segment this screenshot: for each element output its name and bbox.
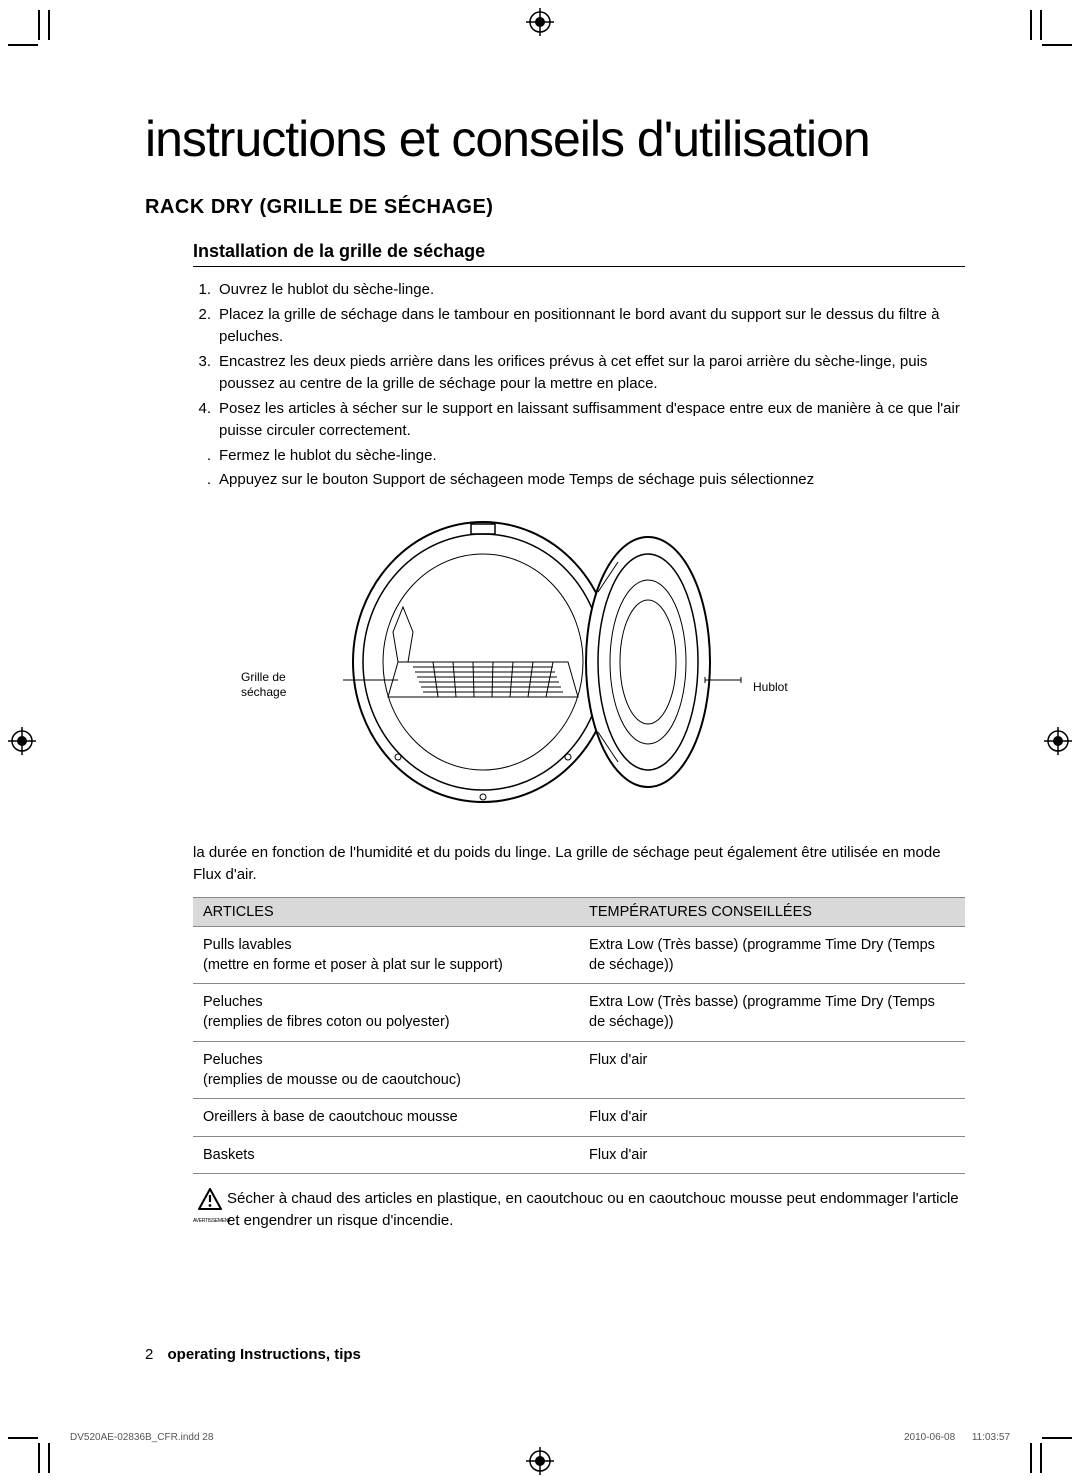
diagram-label-text: séchage <box>241 685 286 699</box>
crop-mark <box>1042 44 1072 46</box>
step-item: 4.Posez les articles à sécher sur le sup… <box>193 398 965 443</box>
step-text: Ouvrez le hublot du sèche-linge. <box>219 279 965 302</box>
table-row: Oreillers à base de caoutchouc mousseFlu… <box>193 1099 965 1136</box>
table-cell-article: Pulls lavables (mettre en forme et poser… <box>193 926 579 984</box>
step-text: Placez la grille de séchage dans le tamb… <box>219 304 965 349</box>
registration-mark-icon <box>1044 727 1072 755</box>
crop-mark <box>1040 1443 1042 1473</box>
print-slug-right: 2010-06-08 11:03:57 <box>904 1432 1010 1443</box>
dryer-diagram-icon <box>343 512 763 812</box>
post-diagram-text: la durée en fonction de l'humidité et du… <box>193 842 965 887</box>
table-cell-temp: Extra Low (Très basse) (programme Time D… <box>579 926 965 984</box>
crop-mark <box>38 1443 40 1473</box>
table-cell-temp: Flux d'air <box>579 1136 965 1173</box>
step-number: . <box>193 445 219 468</box>
step-number: 2. <box>193 304 219 349</box>
table-row: BasketsFlux d'air <box>193 1136 965 1173</box>
crop-mark <box>1030 1443 1032 1473</box>
diagram-label-rack: Grille de séchage <box>241 670 286 701</box>
crop-mark <box>1042 1437 1072 1439</box>
warning-label: AVERTISSEMENT <box>193 1218 227 1225</box>
step-item: 3.Encastrez les deux pieds arrière dans … <box>193 351 965 396</box>
section-heading: RACK DRY (GRILLE DE SÉCHAGE) <box>145 196 965 219</box>
crop-mark <box>8 1437 38 1439</box>
footer: 2 operating Instructions, tips <box>145 1346 361 1363</box>
step-item: 2.Placez la grille de séchage dans le ta… <box>193 304 965 349</box>
table-row: Pulls lavables (mettre en forme et poser… <box>193 926 965 984</box>
warning-icon <box>198 1188 222 1210</box>
table-cell-article: Oreillers à base de caoutchouc mousse <box>193 1099 579 1136</box>
table-cell-article: Peluches (remplies de mousse ou de caout… <box>193 1041 579 1099</box>
crop-mark <box>48 1443 50 1473</box>
diagram-label-door: Hublot <box>753 680 788 694</box>
table-cell-temp: Flux d'air <box>579 1041 965 1099</box>
crop-mark <box>48 10 50 40</box>
footer-text: operating Instructions, tips <box>168 1346 361 1363</box>
step-text: Encastrez les deux pieds arrière dans le… <box>219 351 965 396</box>
sub-heading: Installation de la grille de séchage <box>193 241 965 267</box>
content-area: instructions et conseils d'utilisation R… <box>145 110 965 1231</box>
registration-mark-icon <box>526 8 554 36</box>
step-number: 1. <box>193 279 219 302</box>
step-text: Fermez le hublot du sèche-linge. <box>219 445 965 468</box>
diagram-label-text: Grille de <box>241 670 286 684</box>
step-text: Appuyez sur le bouton Support de séchage… <box>219 469 965 492</box>
crop-mark <box>8 44 38 46</box>
step-item: .Fermez le hublot du sèche-linge. <box>193 445 965 468</box>
crop-mark <box>1040 10 1042 40</box>
table-row: Peluches (remplies de fibres coton ou po… <box>193 984 965 1042</box>
crop-mark <box>38 10 40 40</box>
registration-mark-icon <box>8 727 36 755</box>
steps-list: 1.Ouvrez le hublot du sèche-linge. 2.Pla… <box>193 279 965 492</box>
table-row: Peluches (remplies de mousse ou de caout… <box>193 1041 965 1099</box>
diagram: Grille de séchage <box>193 512 965 832</box>
print-slug-left: DV520AE-02836B_CFR.indd 28 <box>70 1432 213 1443</box>
step-number: 4. <box>193 398 219 443</box>
table-cell-temp: Extra Low (Très basse) (programme Time D… <box>579 984 965 1042</box>
step-number: . <box>193 469 219 492</box>
step-item: 1.Ouvrez le hublot du sèche-linge. <box>193 279 965 302</box>
table-cell-article: Peluches (remplies de fibres coton ou po… <box>193 984 579 1042</box>
warning-icon-wrap: AVERTISSEMENT <box>193 1188 227 1225</box>
table-header-articles: ARTICLES <box>193 897 579 926</box>
step-number: 3. <box>193 351 219 396</box>
step-item: .Appuyez sur le bouton Support de séchag… <box>193 469 965 492</box>
temperature-table: ARTICLES TEMPÉRATURES CONSEILLÉES Pulls … <box>193 897 965 1174</box>
page-number: 2 <box>145 1346 153 1363</box>
crop-mark <box>1030 10 1032 40</box>
step-text: Posez les articles à sécher sur le suppo… <box>219 398 965 443</box>
table-header-temp: TEMPÉRATURES CONSEILLÉES <box>579 897 965 926</box>
warning-text: Sécher à chaud des articles en plastique… <box>227 1188 965 1232</box>
warning: AVERTISSEMENT Sécher à chaud des article… <box>193 1188 965 1232</box>
main-title: instructions et conseils d'utilisation <box>145 110 965 168</box>
table-header-row: ARTICLES TEMPÉRATURES CONSEILLÉES <box>193 897 965 926</box>
page: instructions et conseils d'utilisation R… <box>0 0 1080 1483</box>
subsection: Installation de la grille de séchage 1.O… <box>193 241 965 1231</box>
table-cell-temp: Flux d'air <box>579 1099 965 1136</box>
table-cell-article: Baskets <box>193 1136 579 1173</box>
registration-mark-icon <box>526 1447 554 1475</box>
